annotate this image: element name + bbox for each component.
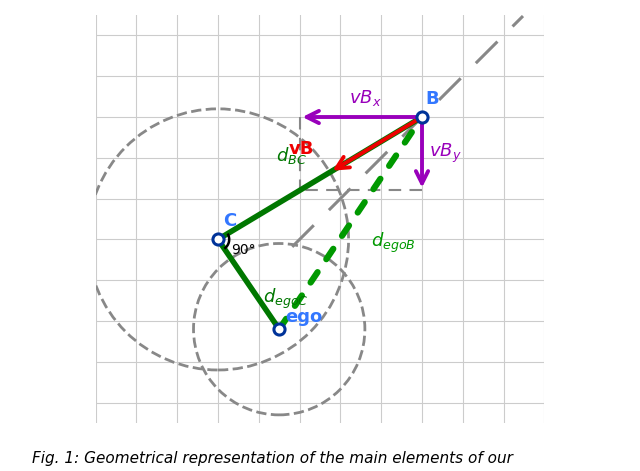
Text: $vB_y$: $vB_y$: [429, 142, 462, 165]
Text: ego: ego: [285, 308, 323, 326]
Text: $d_{egoC}$: $d_{egoC}$: [263, 286, 308, 310]
Text: C: C: [223, 212, 236, 230]
Text: $d_{BC}$: $d_{BC}$: [276, 145, 307, 166]
Text: B: B: [425, 90, 439, 108]
Text: 90°: 90°: [231, 243, 255, 257]
Text: vB: vB: [289, 140, 314, 158]
Text: $vB_x$: $vB_x$: [349, 88, 381, 108]
Text: $d_{egoB}$: $d_{egoB}$: [371, 231, 416, 255]
Text: Fig. 1: Geometrical representation of the main elements of our: Fig. 1: Geometrical representation of th…: [32, 451, 513, 466]
